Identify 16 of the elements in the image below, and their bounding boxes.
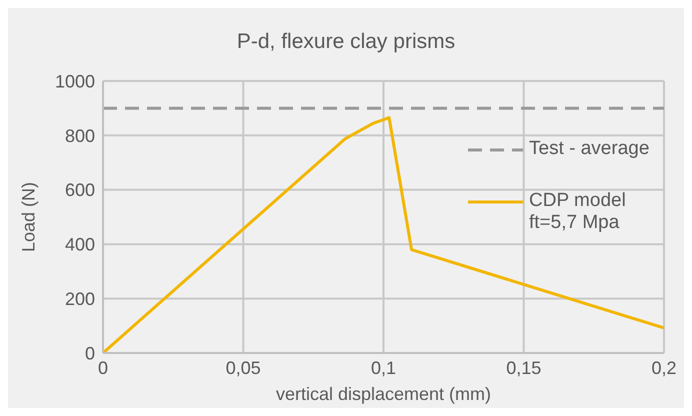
y-tick-label: 1000 [54, 71, 95, 92]
y-tick-label: 400 [64, 234, 95, 255]
legend-label: Test - average [529, 138, 650, 160]
y-tick-label: 600 [64, 180, 95, 200]
y-tick-label: 200 [64, 288, 95, 309]
x-tick-label: 0 [98, 358, 108, 378]
y-axis-title: Load (N) [18, 182, 38, 252]
y-tick-label: 800 [64, 126, 95, 146]
x-tick-label: 0,15 [506, 358, 542, 378]
x-tick-label: 0,1 [370, 358, 396, 378]
y-tick-label: 0 [84, 343, 95, 364]
legend-label: CDP model ft=5,7 Mpa [529, 190, 627, 234]
x-tick-label: 0,05 [226, 358, 261, 378]
x-tick-label: 0,2 [651, 358, 677, 378]
chart-title: P-d, flexure clay prisms [236, 30, 456, 54]
x-axis-title: vertical displacement (mm) [276, 384, 492, 404]
